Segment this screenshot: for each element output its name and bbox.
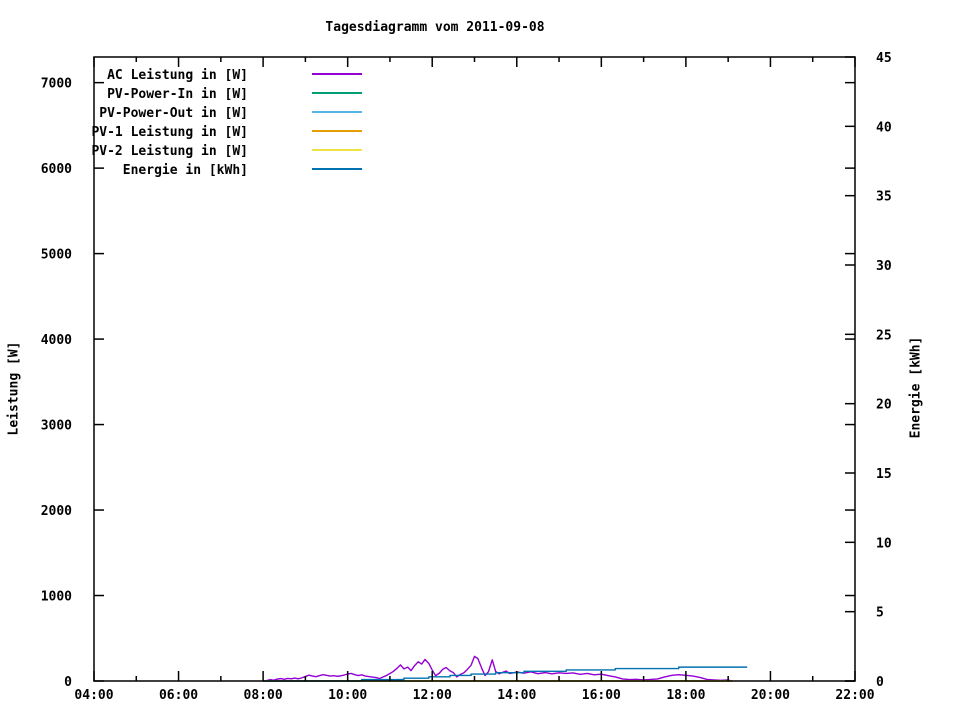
legend-entry-label: Energie in [kWh] <box>123 163 248 178</box>
x-tick-label: 08:00 <box>244 688 283 703</box>
x-tick-label: 12:00 <box>413 688 452 703</box>
y-right-tick-label: 30 <box>876 259 892 274</box>
y-left-tick-label: 0 <box>64 675 72 690</box>
y-right-tick-label: 45 <box>876 51 892 66</box>
x-tick-label: 20:00 <box>751 688 790 703</box>
legend-entry-label: PV-1 Leistung in [W] <box>91 125 248 140</box>
y-right-tick-label: 25 <box>876 328 892 343</box>
legend-entry-label: AC Leistung in [W] <box>107 68 248 83</box>
y-right-tick-label: 0 <box>876 675 884 690</box>
x-tick-label: 16:00 <box>582 688 621 703</box>
y-left-tick-label: 5000 <box>41 248 72 263</box>
y-right-tick-label: 35 <box>876 190 892 205</box>
x-tick-label: 22:00 <box>835 688 874 703</box>
x-tick-label: 14:00 <box>497 688 536 703</box>
y-left-tick-label: 2000 <box>41 504 72 519</box>
x-tick-label: 06:00 <box>159 688 198 703</box>
series-line-ac-leistung-in-w <box>263 655 732 682</box>
y-right-tick-label: 15 <box>876 467 892 482</box>
y-right-tick-label: 5 <box>876 606 884 621</box>
x-tick-label: 10:00 <box>328 688 367 703</box>
y-right-tick-label: 20 <box>876 398 892 413</box>
y-left-tick-label: 3000 <box>41 419 72 434</box>
x-tick-label: 04:00 <box>74 688 113 703</box>
y-left-tick-label: 1000 <box>41 590 72 605</box>
y-left-tick-label: 6000 <box>41 162 72 177</box>
y-left-tick-label: 4000 <box>41 333 72 348</box>
y-right-tick-label: 40 <box>876 120 892 135</box>
legend-entry-label: PV-Power-In in [W] <box>107 87 248 102</box>
legend-entry-label: PV-2 Leistung in [W] <box>91 144 248 159</box>
legend-entry-label: PV-Power-Out in [W] <box>99 106 248 121</box>
series-line-energie-in-kwh <box>263 666 748 682</box>
y-left-tick-label: 7000 <box>41 77 72 92</box>
chart-title: Tagesdiagramm vom 2011-09-08 <box>325 20 545 35</box>
y-right-tick-label: 10 <box>876 536 892 551</box>
x-tick-label: 18:00 <box>666 688 705 703</box>
